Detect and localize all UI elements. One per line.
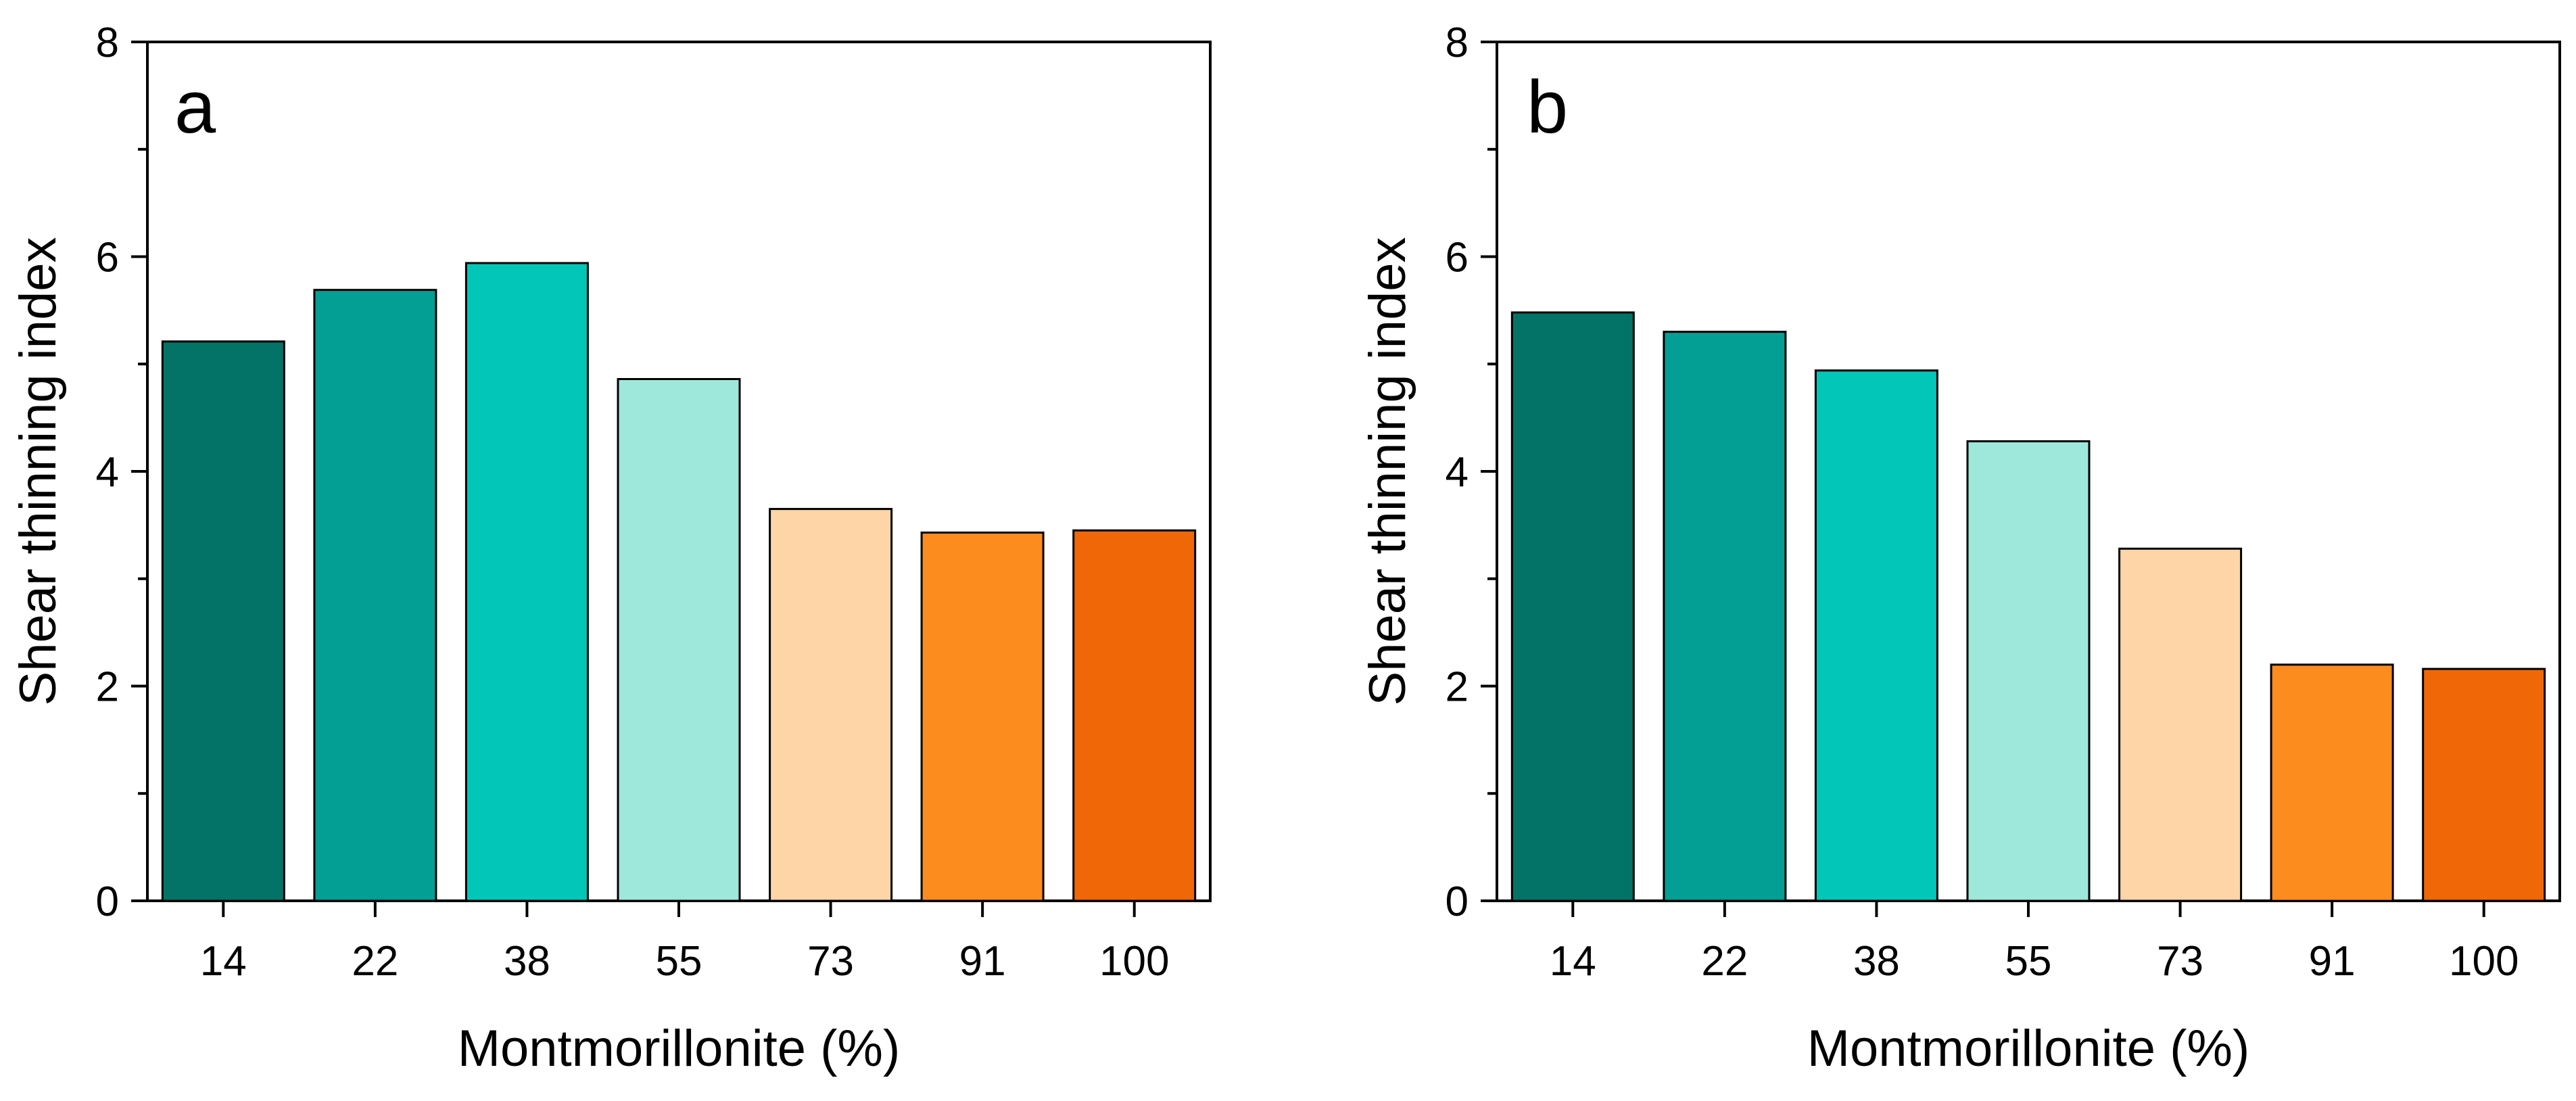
panel-a-bar-22 [313, 289, 437, 902]
panel-b-y-tick-label-0: 0 [1446, 879, 1469, 925]
panel-b-bar-91 [2270, 663, 2394, 902]
panel-b-x-tick-label-91: 91 [2309, 938, 2356, 985]
panel-a-bar-55 [617, 378, 741, 902]
panel-b-bar-38 [1814, 369, 1938, 902]
panel-a-bar-73 [769, 508, 893, 902]
panel-a-y-tick-label-6: 6 [96, 235, 119, 281]
panel-a-x-tick-label-55: 55 [656, 938, 702, 985]
panel-b-bar-73 [2118, 547, 2243, 902]
panel-b-y-axis-title: Shear thinning index [1359, 237, 1416, 706]
panel-a-y-tick-label-0: 0 [96, 879, 119, 925]
panel-a-x-tick-label-100: 100 [1099, 938, 1169, 985]
panel-b-x-ticks: 14 22 38 55 73 91 100 [1550, 901, 2519, 985]
panel-a-y-tick-label-4: 4 [96, 449, 119, 496]
panel-a-x-tick-label-22: 22 [352, 938, 398, 985]
panel-b-bar-100 [2422, 667, 2546, 902]
panel-b: 0 2 4 6 8 14 22 38 55 73 91 100 b Montmorillonite … [1359, 20, 2561, 1077]
panel-a-x-ticks: 14 22 38 55 73 91 100 [200, 901, 1169, 985]
panel-b-y-tick-label-4: 4 [1446, 449, 1469, 496]
panel-a-y-axis-title: Shear thinning index [9, 237, 67, 706]
panel-a-y-ticks: 0 2 4 6 8 [96, 20, 147, 925]
panel-b-x-tick-label-100: 100 [2449, 938, 2519, 985]
panel-a-x-tick-label-38: 38 [504, 938, 550, 985]
panel-b-x-tick-label-73: 73 [2157, 938, 2203, 985]
panel-a-bar-38 [464, 262, 589, 902]
panel-a-bar-100 [1072, 529, 1197, 902]
panel-a-bar-14 [161, 340, 285, 902]
panel-a-x-axis-title: Montmorillonite (%) [458, 1020, 901, 1077]
panel-b-bars [1510, 311, 2546, 902]
panel-b-y-ticks: 0 2 4 6 8 [1446, 20, 1497, 925]
panel-a-y-tick-label-2: 2 [96, 664, 119, 711]
panel-a: 0 2 4 6 8 14 22 38 55 73 91 100 a Montmorillonite … [9, 20, 1212, 1077]
panel-a-letter: a [174, 66, 216, 149]
panel-a-bar-91 [920, 532, 1045, 902]
panel-b-bar-22 [1663, 331, 1787, 902]
panel-b-x-tick-label-14: 14 [1550, 938, 1596, 985]
panel-b-y-tick-label-2: 2 [1446, 664, 1469, 711]
panel-b-y-tick-label-6: 6 [1446, 235, 1469, 281]
panel-a-y-tick-label-8: 8 [96, 20, 119, 66]
panel-a-x-tick-label-14: 14 [200, 938, 247, 985]
panel-b-letter: b [1527, 66, 1568, 149]
panel-b-x-tick-label-38: 38 [1853, 938, 1900, 985]
panel-b-x-axis-title: Montmorillonite (%) [1807, 1020, 2250, 1077]
panel-b-y-tick-label-8: 8 [1446, 20, 1469, 66]
panel-b-bar-55 [1966, 440, 2091, 902]
panel-b-x-tick-label-55: 55 [2005, 938, 2052, 985]
panel-a-x-tick-label-73: 73 [807, 938, 854, 985]
panel-a-bars [161, 262, 1197, 902]
panel-b-x-tick-label-22: 22 [1701, 938, 1748, 985]
panel-a-x-tick-label-91: 91 [959, 938, 1006, 985]
panel-b-bar-14 [1510, 311, 1635, 902]
